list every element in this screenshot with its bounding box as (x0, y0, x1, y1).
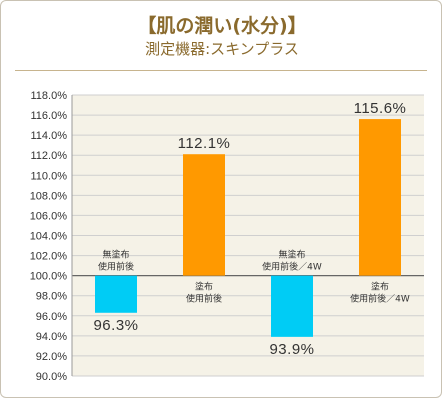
y-tick-label: 116.0% (31, 110, 68, 122)
category-label: 使用前後 (98, 261, 134, 273)
y-tick-label: 100.0% (30, 271, 68, 283)
category-label: 無塗布 (278, 249, 305, 261)
category-label: 使用前後／4W (262, 261, 322, 273)
chart-subtitle: 測定機器:スキンプラス (145, 40, 299, 58)
value-label: 96.3% (93, 317, 138, 334)
bar (183, 154, 225, 276)
y-tick-label: 92.0% (36, 351, 67, 363)
bar (359, 119, 401, 276)
bar (95, 275, 137, 313)
chart-title: 【肌の潤い(水分)】 (137, 15, 307, 37)
category-label: 使用前後 (186, 293, 222, 305)
value-label: 93.9% (269, 341, 314, 358)
y-tick-label: 112.0% (31, 150, 68, 162)
value-label: 112.1% (178, 135, 231, 152)
category-label: 塗布 (195, 281, 213, 293)
y-tick-label: 106.0% (30, 210, 68, 222)
category-label: 無塗布 (102, 249, 129, 261)
value-label: 115.6% (354, 100, 407, 117)
title-divider (15, 70, 427, 71)
bar (271, 275, 313, 337)
category-label: 塗布 (371, 281, 389, 293)
y-tick-label: 96.0% (36, 311, 67, 323)
y-tick-label: 118.0% (31, 90, 68, 102)
y-tick-label: 114.0% (31, 130, 68, 142)
y-tick-label: 102.0% (30, 251, 68, 263)
y-tick-label: 110.0% (31, 170, 68, 182)
y-tick-label: 104.0% (30, 231, 68, 243)
category-label: 使用前後／4W (350, 293, 410, 305)
y-tick-label: 90.0% (36, 371, 67, 383)
y-tick-label: 94.0% (36, 331, 67, 343)
y-tick-label: 108.0% (30, 190, 68, 202)
y-tick-label: 98.0% (36, 291, 67, 303)
